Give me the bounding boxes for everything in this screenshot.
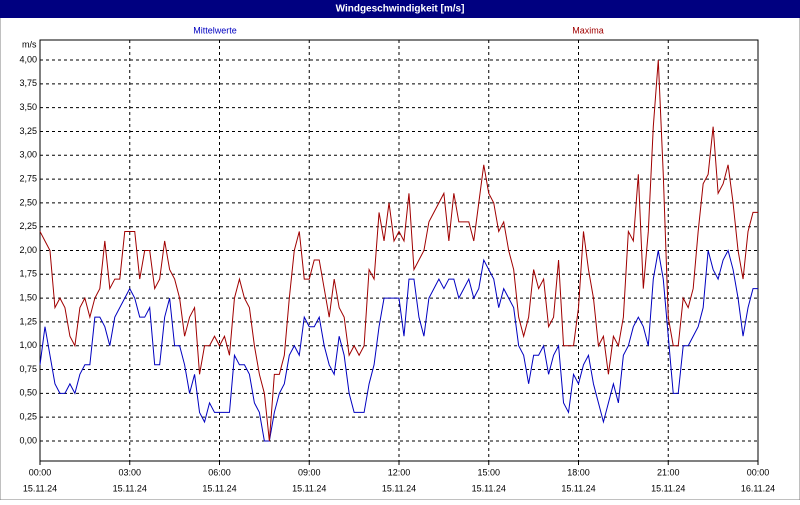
y-tick-label: 0,25 [19,412,37,422]
y-tick-label: 3,25 [19,126,37,136]
x-tick-label: 15.11.24 [113,483,147,493]
y-tick-label: 2,25 [19,221,37,231]
y-tick-label: 3,50 [19,102,37,112]
y-tick-label: 1,75 [19,269,37,279]
y-tick-label: 2,75 [19,173,37,183]
x-tick-label: 03:00 [118,467,141,477]
y-tick-label: 0,00 [19,435,37,445]
y-tick-label: 4,00 [19,54,37,64]
y-tick-label: 0,50 [19,388,37,398]
x-tick-label: 15.11.24 [23,483,57,493]
x-tick-label: 00:00 [747,467,770,477]
y-tick-label: 1,00 [19,340,37,350]
y-tick-label: 1,50 [19,292,37,302]
y-tick-label: 3,00 [19,150,37,160]
data-line [39,249,758,442]
x-tick-label: 18:00 [567,467,590,477]
y-tick-label: 1,25 [19,316,37,326]
legend-label: Mittelwerte [193,25,237,35]
y-axis-unit: m/s [22,39,37,49]
y-tick-label: 0,75 [19,364,37,374]
x-tick-label: 00:00 [29,467,52,477]
x-tick-label: 09:00 [298,467,321,477]
x-tick-label: 15.11.24 [382,483,416,493]
y-tick-label: 3,75 [19,78,37,88]
x-tick-label: 12:00 [388,467,411,477]
x-tick-label: 15.11.24 [472,483,506,493]
x-tick-label: 21:00 [657,467,680,477]
data-line [39,59,758,442]
chart-title: Windgeschwindigkeit [m/s] [336,4,465,15]
x-tick-label: 15.11.24 [561,483,595,493]
x-tick-label: 15.11.24 [651,483,685,493]
x-tick-label: 15:00 [477,467,500,477]
legend-label: Maxima [572,25,604,35]
y-tick-label: 2,00 [19,245,37,255]
x-tick-label: 16.11.24 [741,483,775,493]
y-tick-label: 2,50 [19,197,37,207]
x-tick-label: 15.11.24 [202,483,236,493]
x-tick-label: 15.11.24 [292,483,326,493]
title-bar [0,0,800,18]
x-tick-label: 06:00 [208,467,231,477]
